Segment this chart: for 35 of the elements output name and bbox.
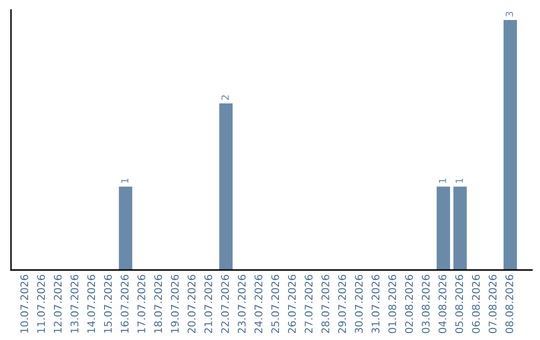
data-label: 1 [438, 178, 446, 183]
data-label: 1 [456, 178, 463, 183]
x-tick-label: 30.07.2026 [354, 274, 363, 334]
x-tick-label: 31.07.2026 [372, 274, 380, 334]
x-tick-label: 03.08.2026 [422, 274, 430, 334]
x-tick-label: 21.07.2026 [204, 274, 212, 334]
x-tick-label: 06.08.2026 [472, 274, 480, 334]
x-tick-label: 28.07.2026 [321, 274, 330, 334]
x-tick-label: 12.07.2026 [54, 274, 62, 333]
data-label: 2 [221, 95, 229, 100]
x-tick-label: 05.08.2026 [455, 274, 464, 334]
x-tick-label: 14.07.2026 [87, 274, 96, 333]
x-tick-label: 18.07.2026 [154, 274, 162, 333]
x-tick-label: 24.07.2026 [254, 274, 262, 334]
x-tick-label: 11.07.2026 [37, 274, 45, 333]
x-tick-label: 02.08.2026 [405, 274, 413, 334]
data-label: 3 [506, 12, 514, 16]
x-tick-label: 07.08.2026 [488, 274, 497, 334]
x-tick-label: 04.08.2026 [438, 274, 446, 334]
x-tick-label: 17.07.2026 [137, 274, 146, 333]
x-tick-label: 25.07.2026 [271, 274, 280, 334]
x-tick-label: 01.08.2026 [388, 274, 396, 334]
data-label: 1 [121, 178, 128, 183]
x-tick-label: 19.07.2026 [170, 274, 179, 333]
x-tick-label: 22.07.2026 [221, 274, 229, 334]
x-tick-label: 23.07.2026 [238, 274, 246, 334]
x-tick-label: 16.07.2026 [120, 274, 129, 333]
x-tick-label: 27.07.2026 [304, 274, 313, 334]
x-tick-label: 26.07.2026 [288, 274, 296, 334]
x-tick-label: 10.07.2026 [20, 274, 28, 333]
x-tick-label: 08.08.2026 [505, 274, 514, 334]
x-tick-label: 29.07.2026 [338, 274, 346, 334]
x-tick-label: 15.07.2026 [104, 274, 112, 333]
x-tick-label: 13.07.2026 [70, 274, 78, 333]
x-tick-label: 20.07.2026 [188, 274, 196, 334]
